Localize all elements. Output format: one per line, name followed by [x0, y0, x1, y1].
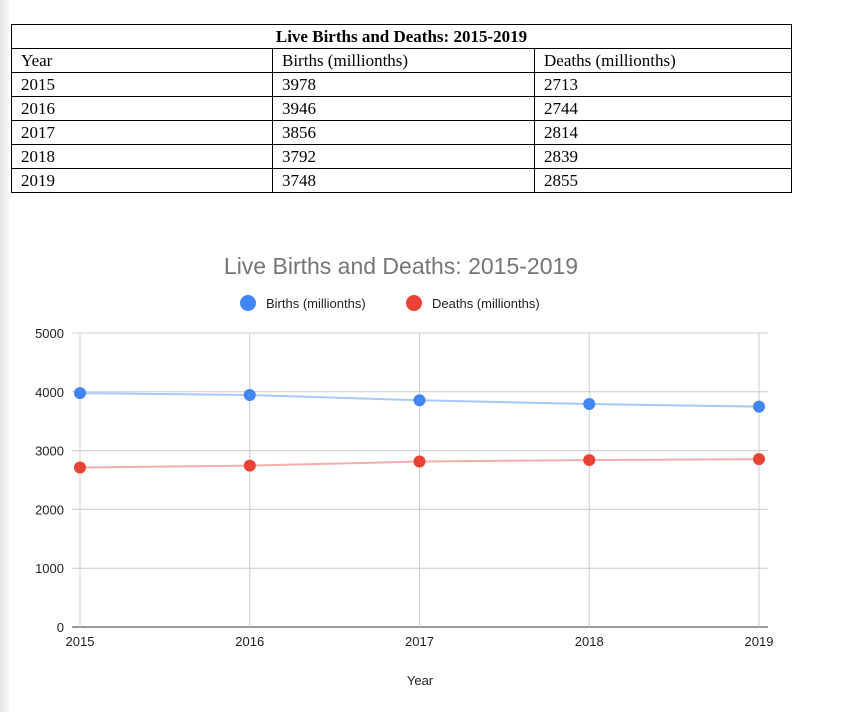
data-point: [583, 454, 596, 467]
data-point: [74, 461, 86, 474]
header-deaths: Deaths (millionths): [534, 48, 792, 73]
data-point: [753, 453, 765, 466]
cell-deaths: 2744: [534, 96, 792, 121]
table-row: 2016 3946 2744: [11, 96, 792, 121]
cell-births: 3978: [272, 72, 535, 97]
data-point: [413, 394, 426, 407]
cell-year: 2016: [11, 96, 273, 121]
table-header-row: Year Births (millionths) Deaths (million…: [11, 48, 792, 73]
x-tick-label: 2018: [575, 634, 604, 649]
x-tick-label: 2019: [745, 634, 774, 649]
legend-marker: [240, 295, 256, 311]
x-tick-label: 2015: [66, 634, 95, 649]
header-year: Year: [11, 48, 273, 73]
cell-deaths: 2855: [534, 168, 792, 193]
cell-year: 2019: [11, 168, 273, 193]
y-tick-label: 0: [57, 620, 64, 635]
y-tick-label: 1000: [35, 561, 64, 576]
y-tick-label: 2000: [35, 502, 64, 517]
legend: Births (millionths) Deaths (millionths): [240, 295, 540, 311]
cell-births: 3748: [272, 168, 535, 193]
y-tick-label: 3000: [35, 444, 64, 459]
x-tick-label: 2017: [405, 634, 434, 649]
table-title: Live Births and Deaths: 2015-2019: [11, 24, 792, 49]
data-point: [753, 400, 765, 413]
y-tick-label: 4000: [35, 385, 64, 400]
legend-label: Births (millionths): [266, 296, 366, 311]
cell-births: 3856: [272, 120, 535, 145]
cell-deaths: 2713: [534, 72, 792, 97]
x-axis-label: Year: [407, 673, 434, 688]
x-tick-label: 2016: [235, 634, 264, 649]
cell-year: 2015: [11, 72, 273, 97]
legend-marker: [406, 295, 422, 311]
cell-deaths: 2839: [534, 144, 792, 169]
legend-label: Deaths (millionths): [432, 296, 540, 311]
data-point: [413, 455, 426, 468]
table-row: 2017 3856 2814: [11, 120, 792, 145]
data-point: [243, 388, 256, 401]
chart-title: Live Births and Deaths: 2015-2019: [224, 253, 578, 279]
data-table: Live Births and Deaths: 2015-2019 Year B…: [11, 24, 792, 193]
data-point: [74, 387, 86, 400]
data-point: [243, 459, 256, 472]
table-row: 2018 3792 2839: [11, 144, 792, 169]
data-point: [583, 398, 596, 411]
cell-births: 3792: [272, 144, 535, 169]
table-row: 2015 3978 2713: [11, 72, 792, 97]
y-tick-label: 5000: [35, 326, 64, 341]
window-edge: [0, 0, 9, 712]
table-row: 2019 3748 2855: [11, 168, 792, 193]
